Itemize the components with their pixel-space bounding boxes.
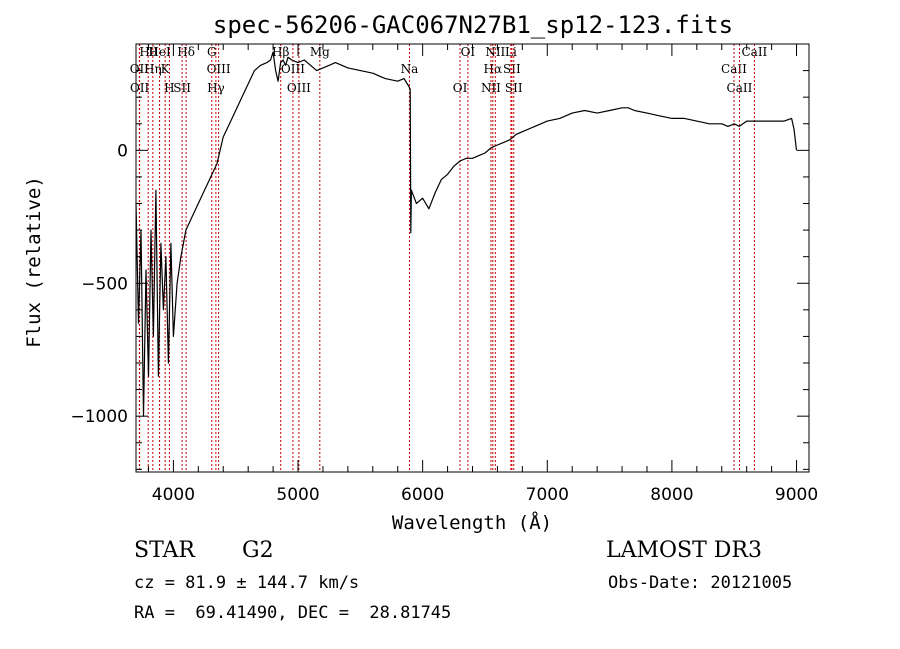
line-label-3: Hδ — [177, 45, 195, 59]
y-axis-title: Flux (relative) — [23, 176, 45, 348]
y-tick-label-2: −1000 — [70, 407, 128, 427]
object-class: STAR — [134, 538, 195, 563]
line-label-10: Hη — [144, 62, 162, 76]
line-label-23: SII — [505, 81, 523, 95]
x-tick-label-0: 4000 — [152, 485, 195, 505]
line-label-4: OIII — [207, 62, 231, 76]
spectrum-series — [135, 51, 798, 417]
redshift-text: cz = 81.9 ± 144.7 km/s — [134, 573, 360, 593]
line-label-19: Hα — [484, 62, 503, 76]
axes: 4000 5000 6000 7000 8000 9000 0 −500 −1000 — [70, 43, 818, 505]
line-label-12: Hβ — [272, 45, 289, 59]
x-tick-label-5: 9000 — [775, 485, 818, 505]
line-label-16: Na — [401, 62, 419, 76]
line-label-1: K — [161, 62, 171, 76]
y-tick-label-0: 0 — [117, 141, 128, 161]
object-subclass: G2 — [242, 538, 274, 563]
y-tick-label-1: −500 — [81, 274, 128, 294]
spectrum-line-0 — [135, 51, 798, 417]
line-label-17: OI — [453, 81, 468, 95]
chart-title: spec-56206-GAC067N27B1_sp12-123.fits — [213, 11, 733, 39]
x-tick-label-2: 6000 — [401, 485, 444, 505]
obs-date: Obs-Date: 20121005 — [608, 573, 793, 593]
x-tick-label-1: 5000 — [276, 485, 319, 505]
line-label-9: HeI — [148, 45, 171, 59]
x-axis-title: Wavelength (Å) — [392, 511, 552, 534]
line-label-27: CaII — [741, 45, 767, 59]
line-label-21: NII — [485, 45, 505, 59]
x-tick-label-3: 7000 — [526, 485, 569, 505]
line-label-6: G — [207, 45, 217, 59]
line-label-5: Hγ — [207, 81, 225, 95]
line-label-26: CaII — [727, 81, 753, 95]
line-label-24: Li — [505, 45, 517, 59]
spectral-line-markers: HθKHHδOIIIHγGOIIOIIHeIHηSIIHβOIIIOIIIMgN… — [130, 44, 768, 472]
survey-name: LAMOST DR3 — [606, 538, 762, 563]
line-label-25: CaII — [721, 62, 747, 76]
x-tick-label-4: 8000 — [650, 485, 693, 505]
line-label-14: OIII — [287, 81, 311, 95]
line-label-22: SII — [503, 62, 521, 76]
line-label-18: OI — [461, 45, 476, 59]
line-label-11: SII — [173, 81, 191, 95]
line-label-15: Mg — [310, 45, 330, 59]
line-label-2: H — [164, 81, 174, 95]
line-label-8: OII — [130, 81, 150, 95]
coordinates: RA = 69.41490, DEC = 28.81745 — [134, 603, 452, 623]
line-label-20: NII — [481, 81, 501, 95]
